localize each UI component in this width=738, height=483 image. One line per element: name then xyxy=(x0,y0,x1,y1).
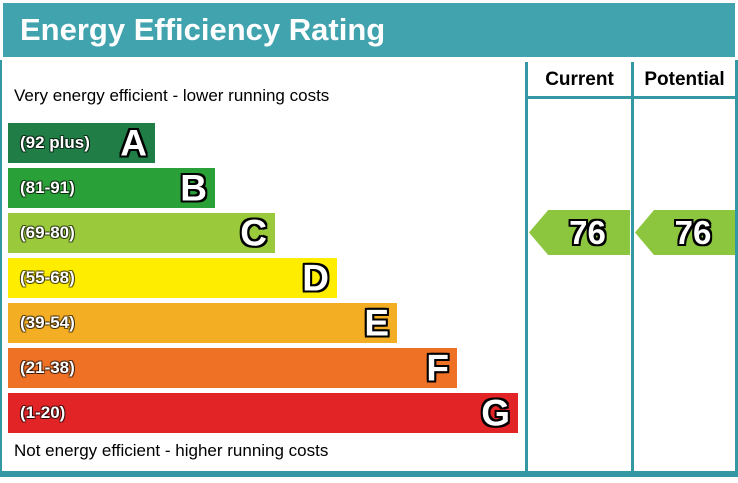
band-f-letter: F xyxy=(426,347,449,389)
band-c-letter: C xyxy=(240,212,267,254)
band-b: (81-91) B xyxy=(8,168,215,208)
band-g-range-label: (1-20) xyxy=(20,403,66,422)
current-rating-arrow: 76 xyxy=(529,210,630,255)
band-c: (69-80) C xyxy=(8,213,275,253)
title-bar: Energy Efficiency Rating xyxy=(3,3,735,57)
band-d-range-label: (55-68) xyxy=(20,268,75,287)
bottom-note: Not energy efficient - higher running co… xyxy=(14,441,329,460)
band-e: (39-54) E xyxy=(8,303,397,343)
band-b-range-label: (81-91) xyxy=(20,178,75,197)
chart-right-border xyxy=(735,60,738,477)
current-column-divider xyxy=(525,62,528,471)
band-b-letter: B xyxy=(180,167,207,209)
band-a: (92 plus) A xyxy=(8,123,155,163)
chart-left-border xyxy=(0,60,2,477)
potential-rating-value: 76 xyxy=(674,214,712,251)
band-a-range-label: (92 plus) xyxy=(20,133,90,152)
band-e-range-label: (39-54) xyxy=(20,313,75,332)
band-d: (55-68) D xyxy=(8,258,337,298)
band-d-letter: D xyxy=(302,257,329,299)
column-header-underline xyxy=(525,96,738,99)
band-g-letter: G xyxy=(481,392,510,434)
potential-column-header: Potential xyxy=(644,69,725,90)
potential-column-divider xyxy=(631,62,634,471)
page-title: Energy Efficiency Rating xyxy=(20,12,386,47)
band-g: (1-20) G xyxy=(8,393,518,433)
chart-bottom-border xyxy=(0,471,738,477)
current-column-header: Current xyxy=(545,69,614,90)
band-c-range-label: (69-80) xyxy=(20,223,75,242)
current-rating-value: 76 xyxy=(569,214,606,251)
band-f: (21-38) F xyxy=(8,348,457,388)
band-f-range-label: (21-38) xyxy=(20,358,75,377)
band-e-letter: E xyxy=(364,302,389,344)
band-a-letter: A xyxy=(120,122,147,164)
top-note: Very energy efficient - lower running co… xyxy=(14,86,330,105)
potential-rating-arrow: 76 xyxy=(635,210,735,255)
